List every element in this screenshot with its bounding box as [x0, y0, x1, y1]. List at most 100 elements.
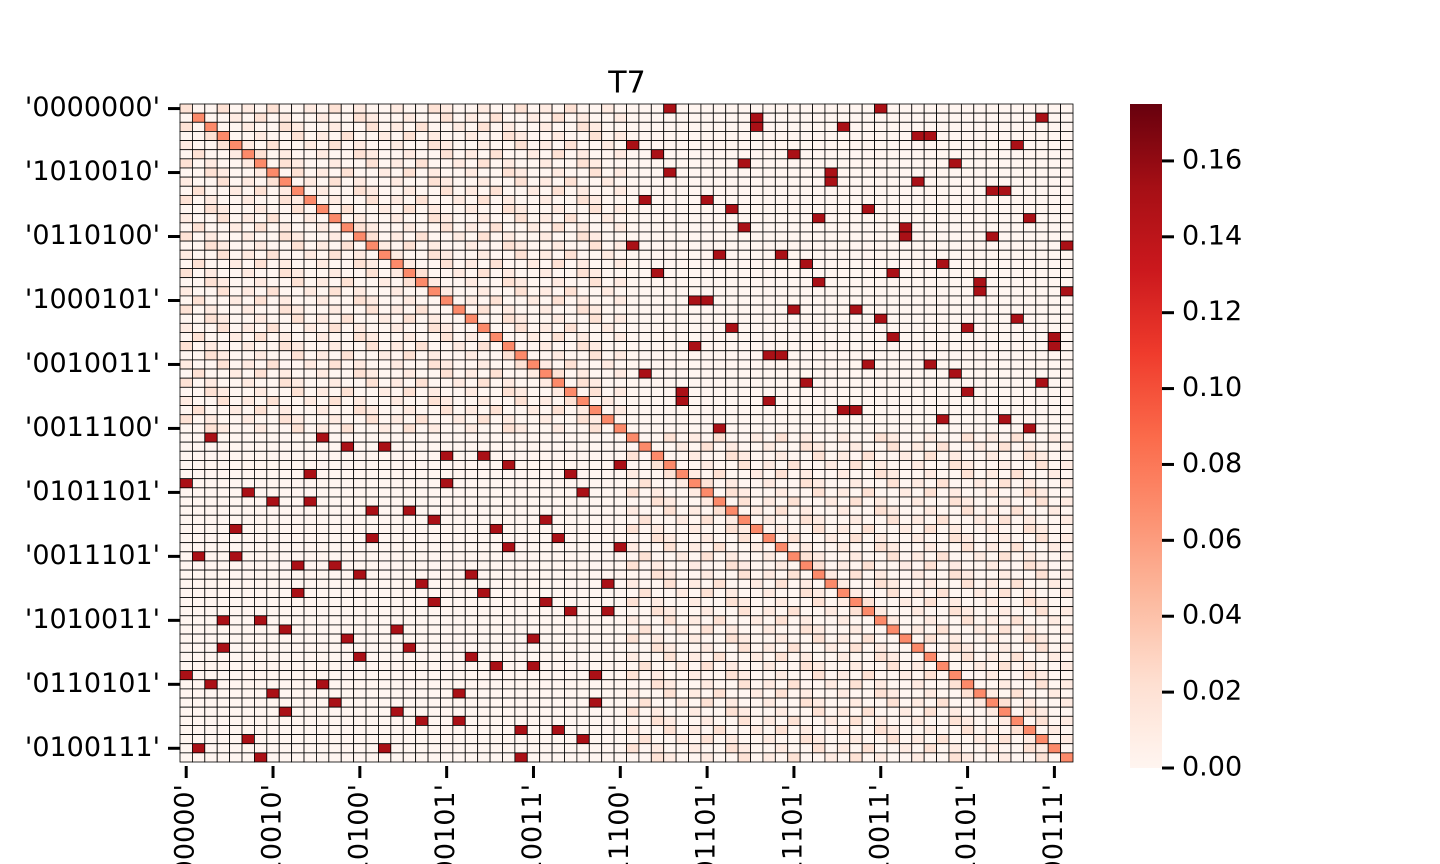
heatmap-cell — [192, 322, 206, 333]
heatmap-cell — [750, 231, 764, 242]
heatmap-cell — [278, 569, 293, 580]
heatmap-cell — [836, 304, 851, 315]
heatmap-cell — [985, 697, 999, 708]
heatmap-cell — [378, 423, 392, 434]
heatmap-cell — [464, 423, 479, 434]
heatmap-cell — [365, 222, 379, 233]
heatmap-cell — [526, 505, 541, 516]
heatmap-cell — [204, 377, 218, 388]
heatmap-cell — [960, 661, 975, 672]
heatmap-cell — [1035, 578, 1049, 589]
heatmap-cell — [539, 469, 553, 480]
heatmap-cell — [948, 295, 962, 306]
heatmap-cell — [836, 341, 851, 352]
heatmap-cell — [737, 505, 751, 516]
heatmap-cell — [588, 642, 603, 653]
heatmap-cell — [1060, 213, 1074, 224]
heatmap-cell — [241, 523, 255, 534]
heatmap-cell — [812, 661, 826, 672]
heatmap-cell — [539, 706, 553, 717]
heatmap-cell — [241, 386, 255, 397]
heatmap-cell — [427, 258, 441, 269]
heatmap-cell — [626, 286, 640, 297]
heatmap-cell — [1060, 624, 1074, 635]
heatmap-cell — [774, 213, 789, 224]
heatmap-cell — [303, 642, 317, 653]
heatmap-cell — [948, 697, 962, 708]
heatmap-cell — [626, 633, 640, 644]
heatmap-cell — [861, 587, 875, 598]
heatmap-cell — [601, 514, 615, 525]
heatmap-cell — [911, 103, 925, 114]
heatmap-cell — [700, 697, 714, 708]
heatmap-cell — [650, 533, 665, 544]
heatmap-cell — [638, 606, 652, 617]
heatmap-cell — [489, 496, 503, 507]
heatmap-cell — [452, 268, 466, 279]
heatmap-cell — [911, 405, 925, 416]
heatmap-cell — [861, 268, 875, 279]
heatmap-cell — [886, 569, 900, 580]
heatmap-cell — [539, 277, 553, 288]
heatmap-cell — [303, 423, 317, 434]
heatmap-cell — [948, 679, 962, 690]
heatmap-cell — [415, 697, 429, 708]
heatmap-cell — [440, 478, 454, 489]
heatmap-cell — [464, 715, 479, 726]
heatmap-cell — [291, 478, 305, 489]
heatmap-cell — [985, 286, 999, 297]
heatmap-cell — [1022, 469, 1037, 480]
heatmap-cell — [725, 194, 739, 205]
heatmap-cell — [799, 487, 813, 498]
heatmap-cell — [241, 322, 255, 333]
heatmap-cell — [824, 377, 838, 388]
heatmap-cell — [799, 633, 813, 644]
heatmap-cell — [998, 551, 1012, 562]
heatmap-cell — [874, 487, 888, 498]
heatmap-cell — [886, 450, 900, 461]
heatmap-cell — [365, 341, 379, 352]
heatmap-cell — [836, 587, 851, 598]
heatmap-cell — [316, 597, 330, 608]
heatmap-cell — [998, 651, 1012, 662]
heatmap-cell — [316, 131, 330, 141]
heatmap-cell — [353, 112, 367, 123]
heatmap-cell — [985, 523, 999, 534]
heatmap-cell — [1035, 359, 1049, 370]
heatmap-cell — [849, 277, 863, 288]
heatmap-cell — [836, 167, 851, 178]
heatmap-cell — [266, 414, 280, 425]
heatmap-cell — [613, 551, 627, 562]
heatmap-cell — [626, 240, 640, 251]
heatmap-cell — [626, 231, 640, 242]
heatmap-cell — [204, 194, 218, 205]
heatmap-cell — [737, 277, 751, 288]
heatmap-cell — [204, 368, 218, 379]
heatmap-cell — [477, 131, 491, 141]
heatmap-cell — [291, 368, 305, 379]
heatmap-cell — [675, 551, 689, 562]
heatmap-cell — [291, 213, 305, 224]
heatmap-cell — [365, 487, 379, 498]
heatmap-cell — [936, 231, 950, 242]
heatmap-cell — [216, 396, 231, 406]
heatmap-cell — [898, 670, 913, 681]
heatmap-cell — [303, 670, 317, 681]
heatmap-cell — [960, 149, 975, 160]
heatmap-cell — [340, 715, 355, 726]
heatmap-cell — [266, 277, 280, 288]
heatmap-cell — [254, 149, 268, 160]
heatmap-cell — [241, 149, 255, 160]
heatmap-cell — [254, 286, 268, 297]
heatmap-cell — [923, 578, 937, 589]
heatmap-cell — [378, 176, 392, 187]
heatmap-cell — [1047, 706, 1061, 717]
heatmap-cell — [526, 606, 541, 617]
heatmap-cell — [700, 432, 714, 443]
heatmap-cell — [229, 606, 243, 617]
heatmap-cell — [489, 514, 503, 525]
heatmap-cell — [588, 615, 603, 626]
heatmap-cell — [774, 633, 789, 644]
heatmap-cell — [179, 450, 193, 461]
